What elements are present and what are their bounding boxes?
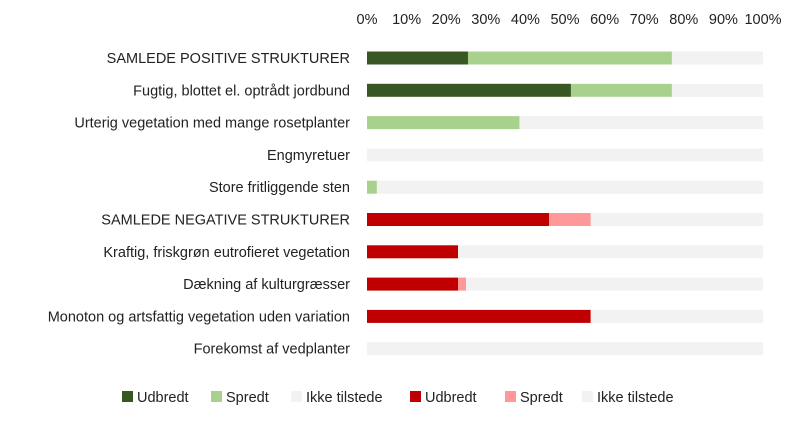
- bar-segment: [376, 180, 763, 194]
- legend-label: Udbredt: [425, 390, 477, 406]
- bar-segment: [367, 180, 377, 194]
- legend-swatch: [410, 391, 421, 402]
- legend-swatch: [582, 391, 593, 402]
- bar-segment: [367, 51, 468, 65]
- x-tick-label: 10%: [392, 12, 421, 28]
- bar-segment: [570, 83, 672, 97]
- bar-segment: [367, 83, 571, 97]
- bar-segment: [367, 116, 520, 130]
- bars: [367, 51, 763, 356]
- legend-swatch: [122, 391, 133, 402]
- legend-item: Spredt: [505, 390, 563, 406]
- bar-segment: [458, 277, 466, 291]
- x-tick-label: 30%: [471, 12, 500, 28]
- legend-label: Udbredt: [137, 390, 189, 406]
- legend-label: Spredt: [226, 390, 269, 406]
- legend-swatch: [291, 391, 302, 402]
- bar-segment: [458, 245, 763, 259]
- legend-item: Udbredt: [410, 390, 477, 406]
- bar-segment: [367, 148, 763, 162]
- bar-segment: [590, 213, 763, 226]
- bar-segment: [519, 116, 763, 130]
- category-label: Kraftig, friskgrøn eutrofieret vegetatio…: [103, 245, 350, 261]
- bar-segment: [467, 51, 672, 65]
- bar-segment: [590, 309, 763, 323]
- category-label: Forekomst af vedplanter: [194, 342, 351, 358]
- legend-swatch: [505, 391, 516, 402]
- legend-item: Ikke tilstede: [291, 390, 383, 406]
- bar-segment: [466, 277, 763, 291]
- bar-segment: [671, 51, 763, 65]
- bar-segment: [671, 83, 763, 97]
- category-label: Store fritliggende sten: [209, 180, 350, 196]
- legend-item: Ikke tilstede: [582, 390, 674, 406]
- x-tick-label: 20%: [432, 12, 461, 28]
- legend: Udbredt Spredt Ikke tilstede Udbredt Spredt I…: [122, 390, 674, 406]
- legend-swatch: [211, 391, 222, 402]
- category-label: Fugtig, blottet el. optrådt jordbund: [133, 83, 350, 99]
- x-tick-label: 60%: [590, 12, 619, 28]
- legend-item: Spredt: [211, 390, 269, 406]
- x-tick-label: 70%: [630, 12, 659, 28]
- bar-segment: [367, 309, 591, 323]
- legend-item: Udbredt: [122, 390, 189, 406]
- x-tick-label: 0%: [357, 12, 378, 28]
- x-axis-ticks: 0% 10% 20% 30% 40% 50% 60% 70% 80% 90% 100%: [357, 12, 782, 28]
- x-tick-label: 50%: [550, 12, 579, 28]
- category-label: Urterig vegetation med mange rosetplante…: [74, 116, 350, 132]
- bar-segment: [367, 245, 459, 259]
- legend-label: Ikke tilstede: [306, 390, 383, 406]
- category-labels: SAMLEDE POSITIVE STRUKTURER Fugtig, blott…: [48, 51, 350, 358]
- bar-segment: [367, 213, 550, 226]
- bar-segment: [367, 277, 459, 291]
- category-label: Dækning af kulturgræsser: [183, 277, 350, 293]
- bar-segment: [549, 213, 591, 226]
- x-tick-label: 100%: [744, 12, 781, 28]
- x-tick-label: 80%: [669, 12, 698, 28]
- x-tick-label: 90%: [709, 12, 738, 28]
- legend-label: Spredt: [520, 390, 563, 406]
- legend-label: Ikke tilstede: [597, 390, 674, 406]
- category-label: SAMLEDE NEGATIVE STRUKTURER: [101, 213, 350, 229]
- category-label: Monoton og artsfattig vegetation uden va…: [48, 309, 350, 325]
- category-label: Engmyretuer: [267, 148, 350, 164]
- category-label: SAMLEDE POSITIVE STRUKTURER: [107, 51, 350, 67]
- bar-segment: [367, 342, 763, 356]
- x-tick-label: 40%: [511, 12, 540, 28]
